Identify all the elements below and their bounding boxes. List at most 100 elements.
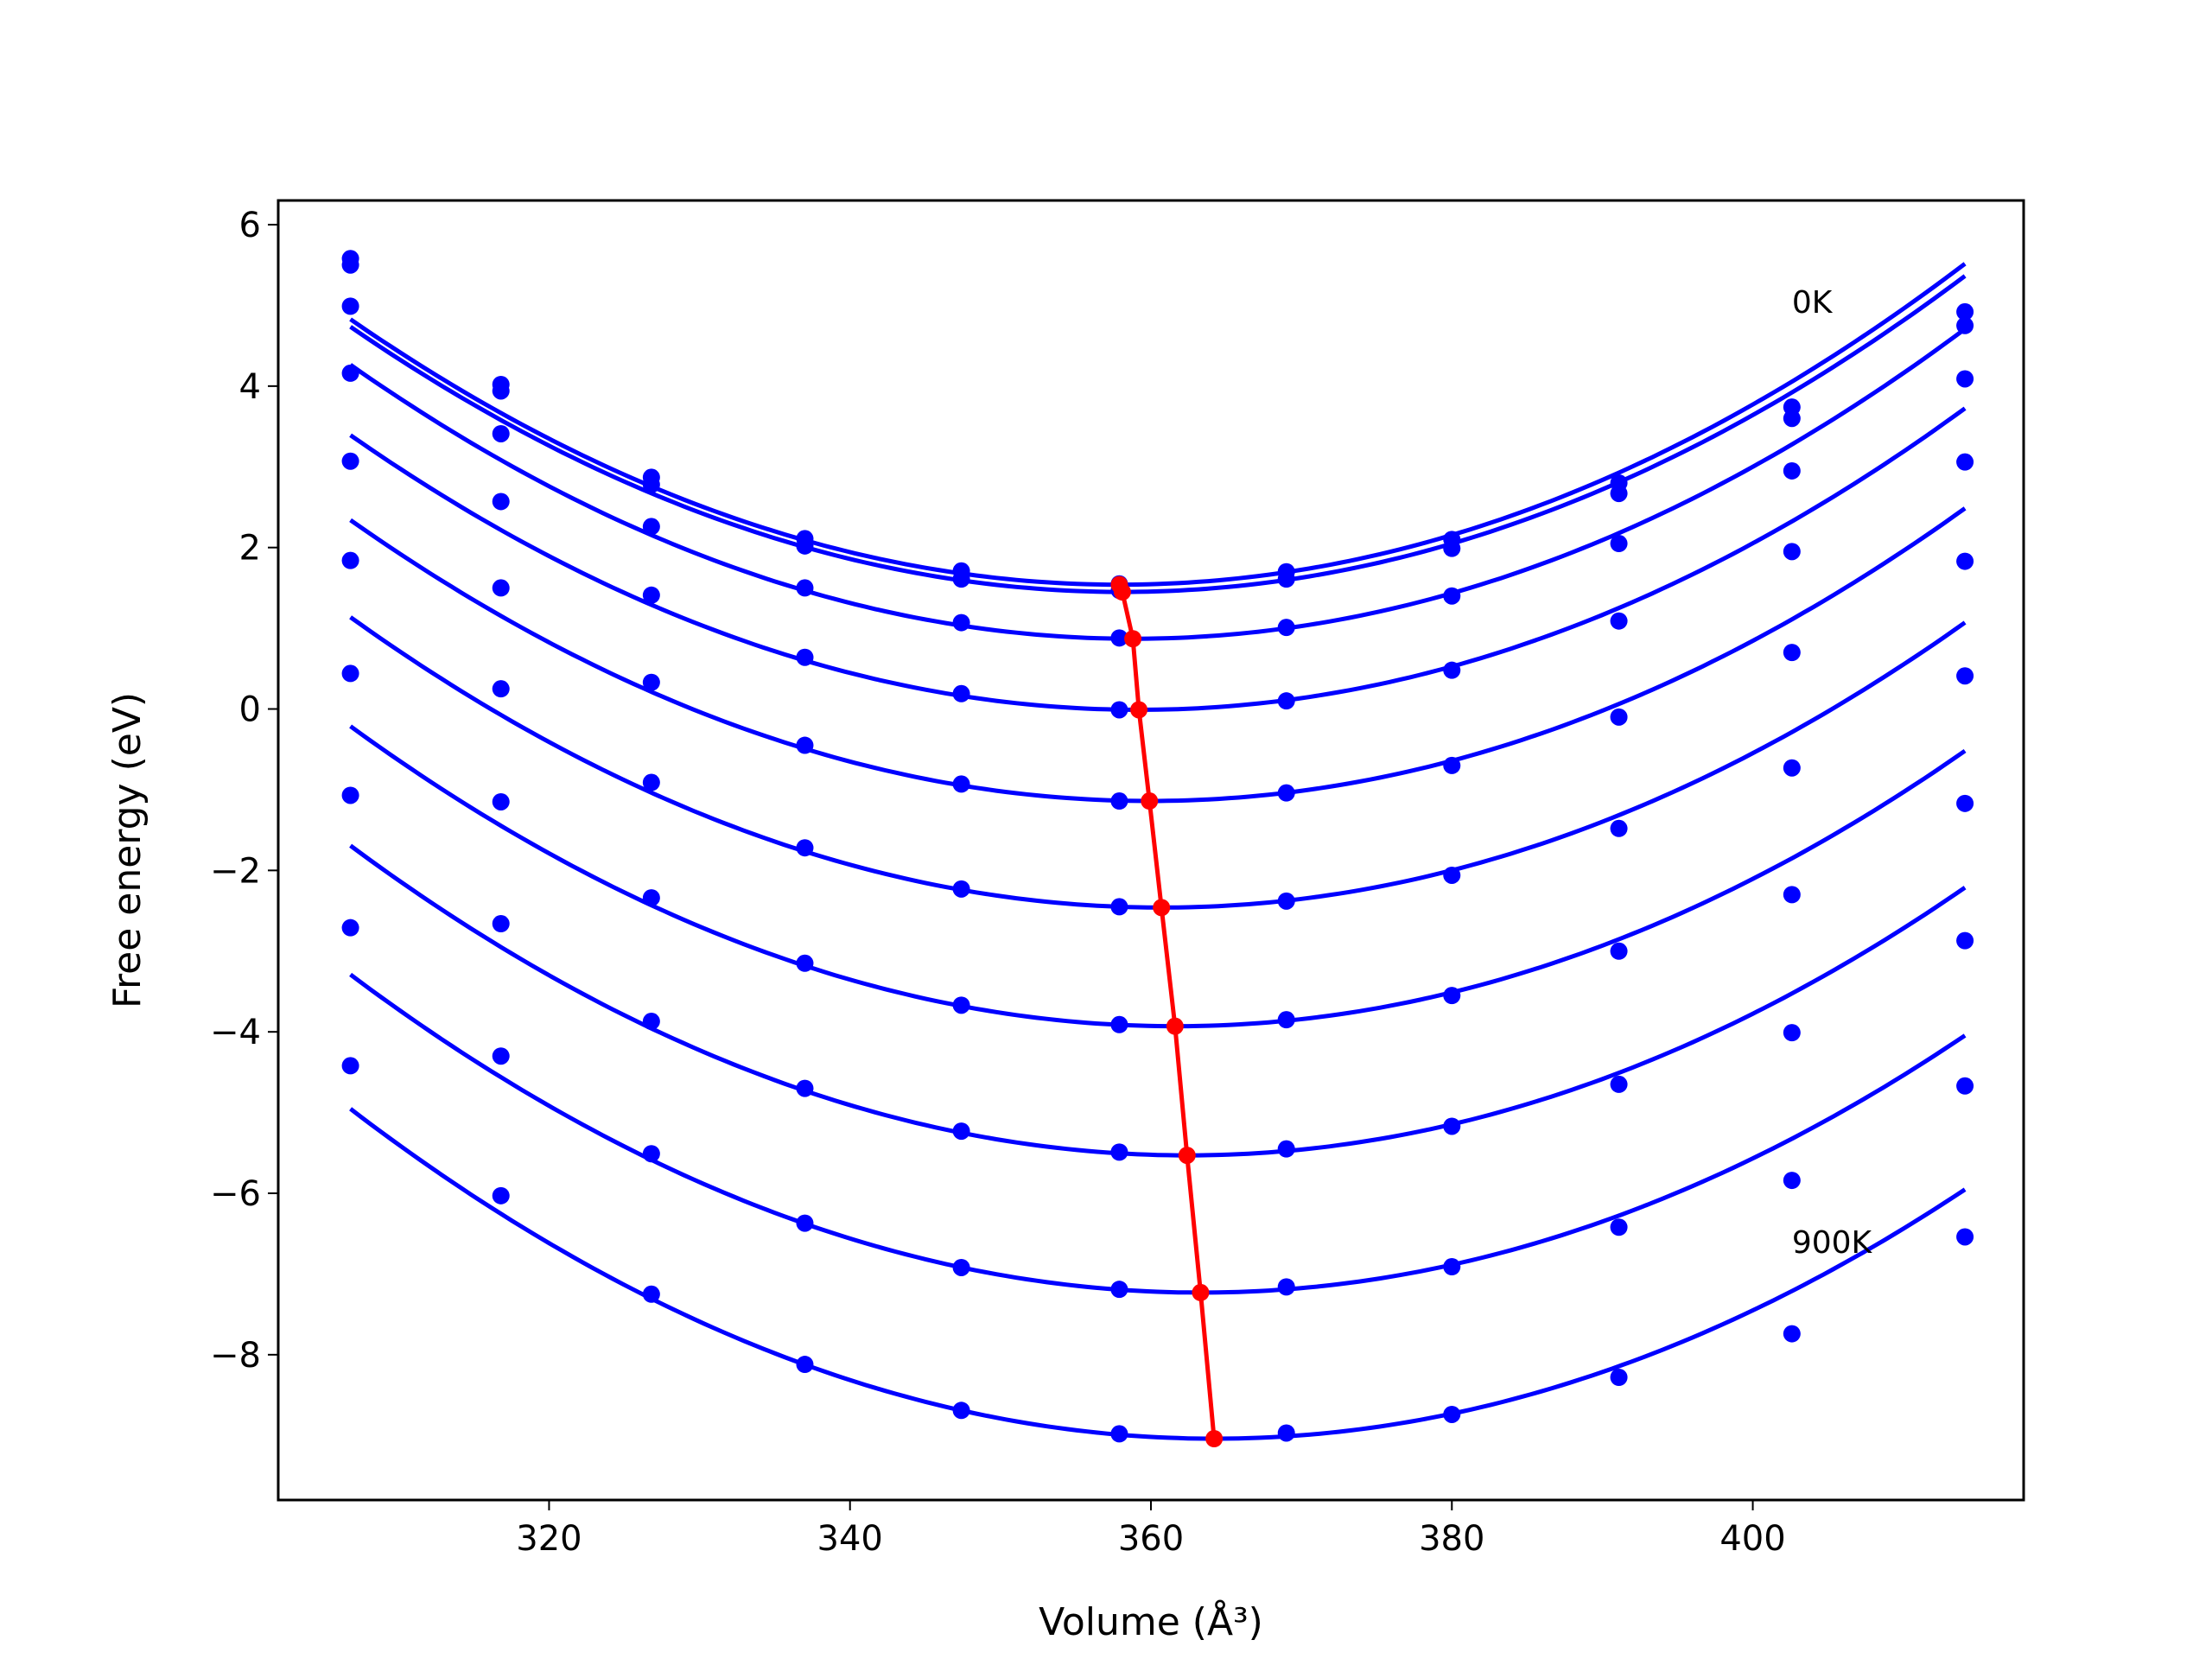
fit-curve-0 xyxy=(349,262,1967,588)
annotation-label: 900K xyxy=(1792,1225,1873,1261)
data-point xyxy=(1277,1424,1295,1442)
y-axis-ticks: −8 −6 −4 −2 0 2 4 6 xyxy=(210,206,278,1376)
data-point xyxy=(952,1258,970,1276)
data-point xyxy=(1110,1281,1128,1299)
x-tick-label: 380 xyxy=(1419,1519,1484,1559)
data-point xyxy=(1783,1325,1801,1343)
data-point xyxy=(1610,819,1628,837)
data-points xyxy=(341,250,1974,1443)
data-point xyxy=(796,579,814,597)
x-axis-label: Volume (Å³) xyxy=(1039,1599,1263,1644)
data-point xyxy=(1956,667,1974,685)
data-point xyxy=(642,673,660,691)
data-point xyxy=(341,1057,359,1075)
data-point xyxy=(341,297,359,315)
x-tick-label: 320 xyxy=(516,1519,582,1559)
data-point xyxy=(1956,316,1974,334)
y-tick-label: 6 xyxy=(239,206,261,245)
data-point xyxy=(1956,552,1974,570)
fit-curve-4 xyxy=(349,506,1967,804)
data-point xyxy=(1956,1077,1974,1095)
data-point xyxy=(341,664,359,683)
data-point xyxy=(341,786,359,804)
data-point xyxy=(1783,461,1801,480)
data-point xyxy=(1956,1228,1974,1246)
y-tick-label: 4 xyxy=(239,367,261,407)
fit-curve-6 xyxy=(349,724,1967,1029)
annotations: 0K 900K xyxy=(1792,285,1873,1261)
data-point xyxy=(1956,302,1974,321)
data-point xyxy=(1277,784,1295,802)
data-point xyxy=(1783,1172,1801,1190)
fit-curve-2 xyxy=(349,327,1967,641)
data-point xyxy=(642,518,660,536)
y-axis-label: Free energy (eV) xyxy=(105,692,149,1008)
data-point xyxy=(1277,892,1295,910)
x-tick-label: 400 xyxy=(1719,1519,1785,1559)
data-point xyxy=(341,364,359,382)
data-point xyxy=(492,1047,510,1065)
data-point xyxy=(1610,535,1628,553)
data-point xyxy=(1956,931,1974,950)
data-point xyxy=(1956,370,1974,388)
data-point xyxy=(642,1145,660,1163)
data-point xyxy=(1610,708,1628,726)
data-point xyxy=(492,680,510,698)
data-point xyxy=(1110,898,1128,916)
min-point xyxy=(1166,1017,1184,1035)
data-point xyxy=(1783,1024,1801,1042)
min-point xyxy=(1130,701,1148,719)
data-point xyxy=(492,424,510,442)
data-point xyxy=(1610,485,1628,503)
data-point xyxy=(642,475,660,493)
x-tick-label: 340 xyxy=(817,1519,883,1559)
data-point xyxy=(796,954,814,972)
data-point xyxy=(796,1079,814,1097)
data-point xyxy=(1783,543,1801,561)
data-point xyxy=(1443,987,1461,1005)
data-point xyxy=(1443,756,1461,774)
data-point xyxy=(1443,1117,1461,1135)
data-point xyxy=(952,1122,970,1141)
data-point xyxy=(642,1013,660,1031)
data-point xyxy=(1110,1143,1128,1161)
data-point xyxy=(1610,612,1628,630)
data-point xyxy=(642,586,660,604)
y-tick-label: −8 xyxy=(210,1336,261,1376)
data-point xyxy=(1443,1405,1461,1423)
data-point xyxy=(642,1285,660,1303)
y-tick-label: 0 xyxy=(239,690,261,730)
data-point xyxy=(1443,1258,1461,1276)
data-point xyxy=(492,1186,510,1205)
data-point xyxy=(796,736,814,754)
data-point xyxy=(642,889,660,907)
data-point xyxy=(1110,792,1128,810)
data-point xyxy=(1277,1140,1295,1158)
data-point xyxy=(492,382,510,400)
fit-curve-1 xyxy=(349,274,1967,594)
min-point xyxy=(1124,630,1142,648)
data-point xyxy=(1277,619,1295,637)
x-tick-label: 360 xyxy=(1118,1519,1184,1559)
data-point xyxy=(1783,410,1801,428)
y-tick-label: −2 xyxy=(210,851,261,891)
data-point xyxy=(1443,661,1461,679)
min-line-path xyxy=(1117,583,1217,1440)
min-point xyxy=(1178,1147,1196,1165)
data-point xyxy=(952,880,970,898)
data-point xyxy=(1610,1369,1628,1387)
data-point xyxy=(1610,942,1628,960)
data-point xyxy=(1783,886,1801,904)
data-point xyxy=(1277,1011,1295,1029)
data-point xyxy=(341,918,359,937)
data-point xyxy=(952,1402,970,1420)
data-point xyxy=(1277,692,1295,710)
data-point xyxy=(341,551,359,569)
data-point xyxy=(1277,570,1295,588)
min-point xyxy=(1153,899,1171,917)
data-point xyxy=(1110,1425,1128,1443)
minimum-line xyxy=(1110,575,1224,1448)
data-point xyxy=(1443,587,1461,605)
min-point xyxy=(1141,792,1159,810)
